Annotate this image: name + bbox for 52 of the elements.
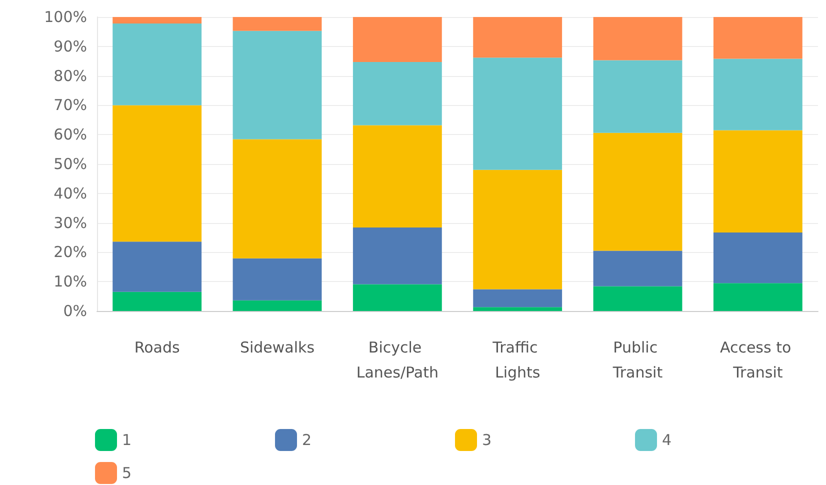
bar xyxy=(713,130,802,232)
bar xyxy=(112,242,202,292)
bar xyxy=(352,228,442,284)
bar xyxy=(232,139,322,258)
bar xyxy=(473,170,562,290)
bar xyxy=(232,300,322,311)
bar xyxy=(713,232,802,284)
bar xyxy=(112,17,202,24)
bar xyxy=(232,17,322,31)
bar xyxy=(473,17,562,58)
bar xyxy=(593,250,682,286)
x-tick-label: Roads xyxy=(134,338,180,356)
bar xyxy=(352,62,442,126)
legend-label: 2 xyxy=(302,431,312,449)
legend-label: 1 xyxy=(122,431,132,449)
bar xyxy=(593,132,682,251)
x-tick-label: Public Transit xyxy=(612,338,663,382)
bar xyxy=(352,284,442,311)
legend-label: 4 xyxy=(662,431,672,449)
bar xyxy=(593,286,682,311)
bar xyxy=(473,58,562,170)
y-tick-label: 90% xyxy=(54,37,87,56)
x-tick-label: Traffic Lights xyxy=(492,338,543,382)
bar xyxy=(112,292,202,311)
y-tick-label: 30% xyxy=(54,214,87,232)
y-tick-label: 10% xyxy=(54,272,87,291)
legend-label: 3 xyxy=(482,431,492,449)
bar xyxy=(713,58,802,130)
legend-label: 5 xyxy=(122,464,132,482)
y-tick-label: 20% xyxy=(54,243,87,262)
bar xyxy=(593,17,682,60)
y-tick-label: 100% xyxy=(44,8,87,26)
bar xyxy=(713,17,802,59)
bar xyxy=(232,30,322,140)
x-tick-label: Access to Transit xyxy=(720,338,796,382)
y-tick-label: 60% xyxy=(54,126,87,144)
bar xyxy=(352,17,442,62)
bar xyxy=(232,258,322,300)
bar xyxy=(473,307,562,311)
bar xyxy=(713,283,802,311)
bar xyxy=(112,105,202,242)
bar xyxy=(473,289,562,308)
bar xyxy=(593,60,682,133)
y-tick-label: 70% xyxy=(54,96,87,114)
y-tick-label: 40% xyxy=(54,184,87,202)
bar xyxy=(352,125,442,228)
bar xyxy=(112,23,202,106)
y-tick-label: 80% xyxy=(54,66,87,85)
y-tick-label: 50% xyxy=(54,155,87,173)
y-tick-label: 0% xyxy=(63,302,87,320)
x-tick-label: Bicycle Lanes/Path xyxy=(356,338,438,382)
x-tick-label: Sidewalks xyxy=(240,338,315,356)
